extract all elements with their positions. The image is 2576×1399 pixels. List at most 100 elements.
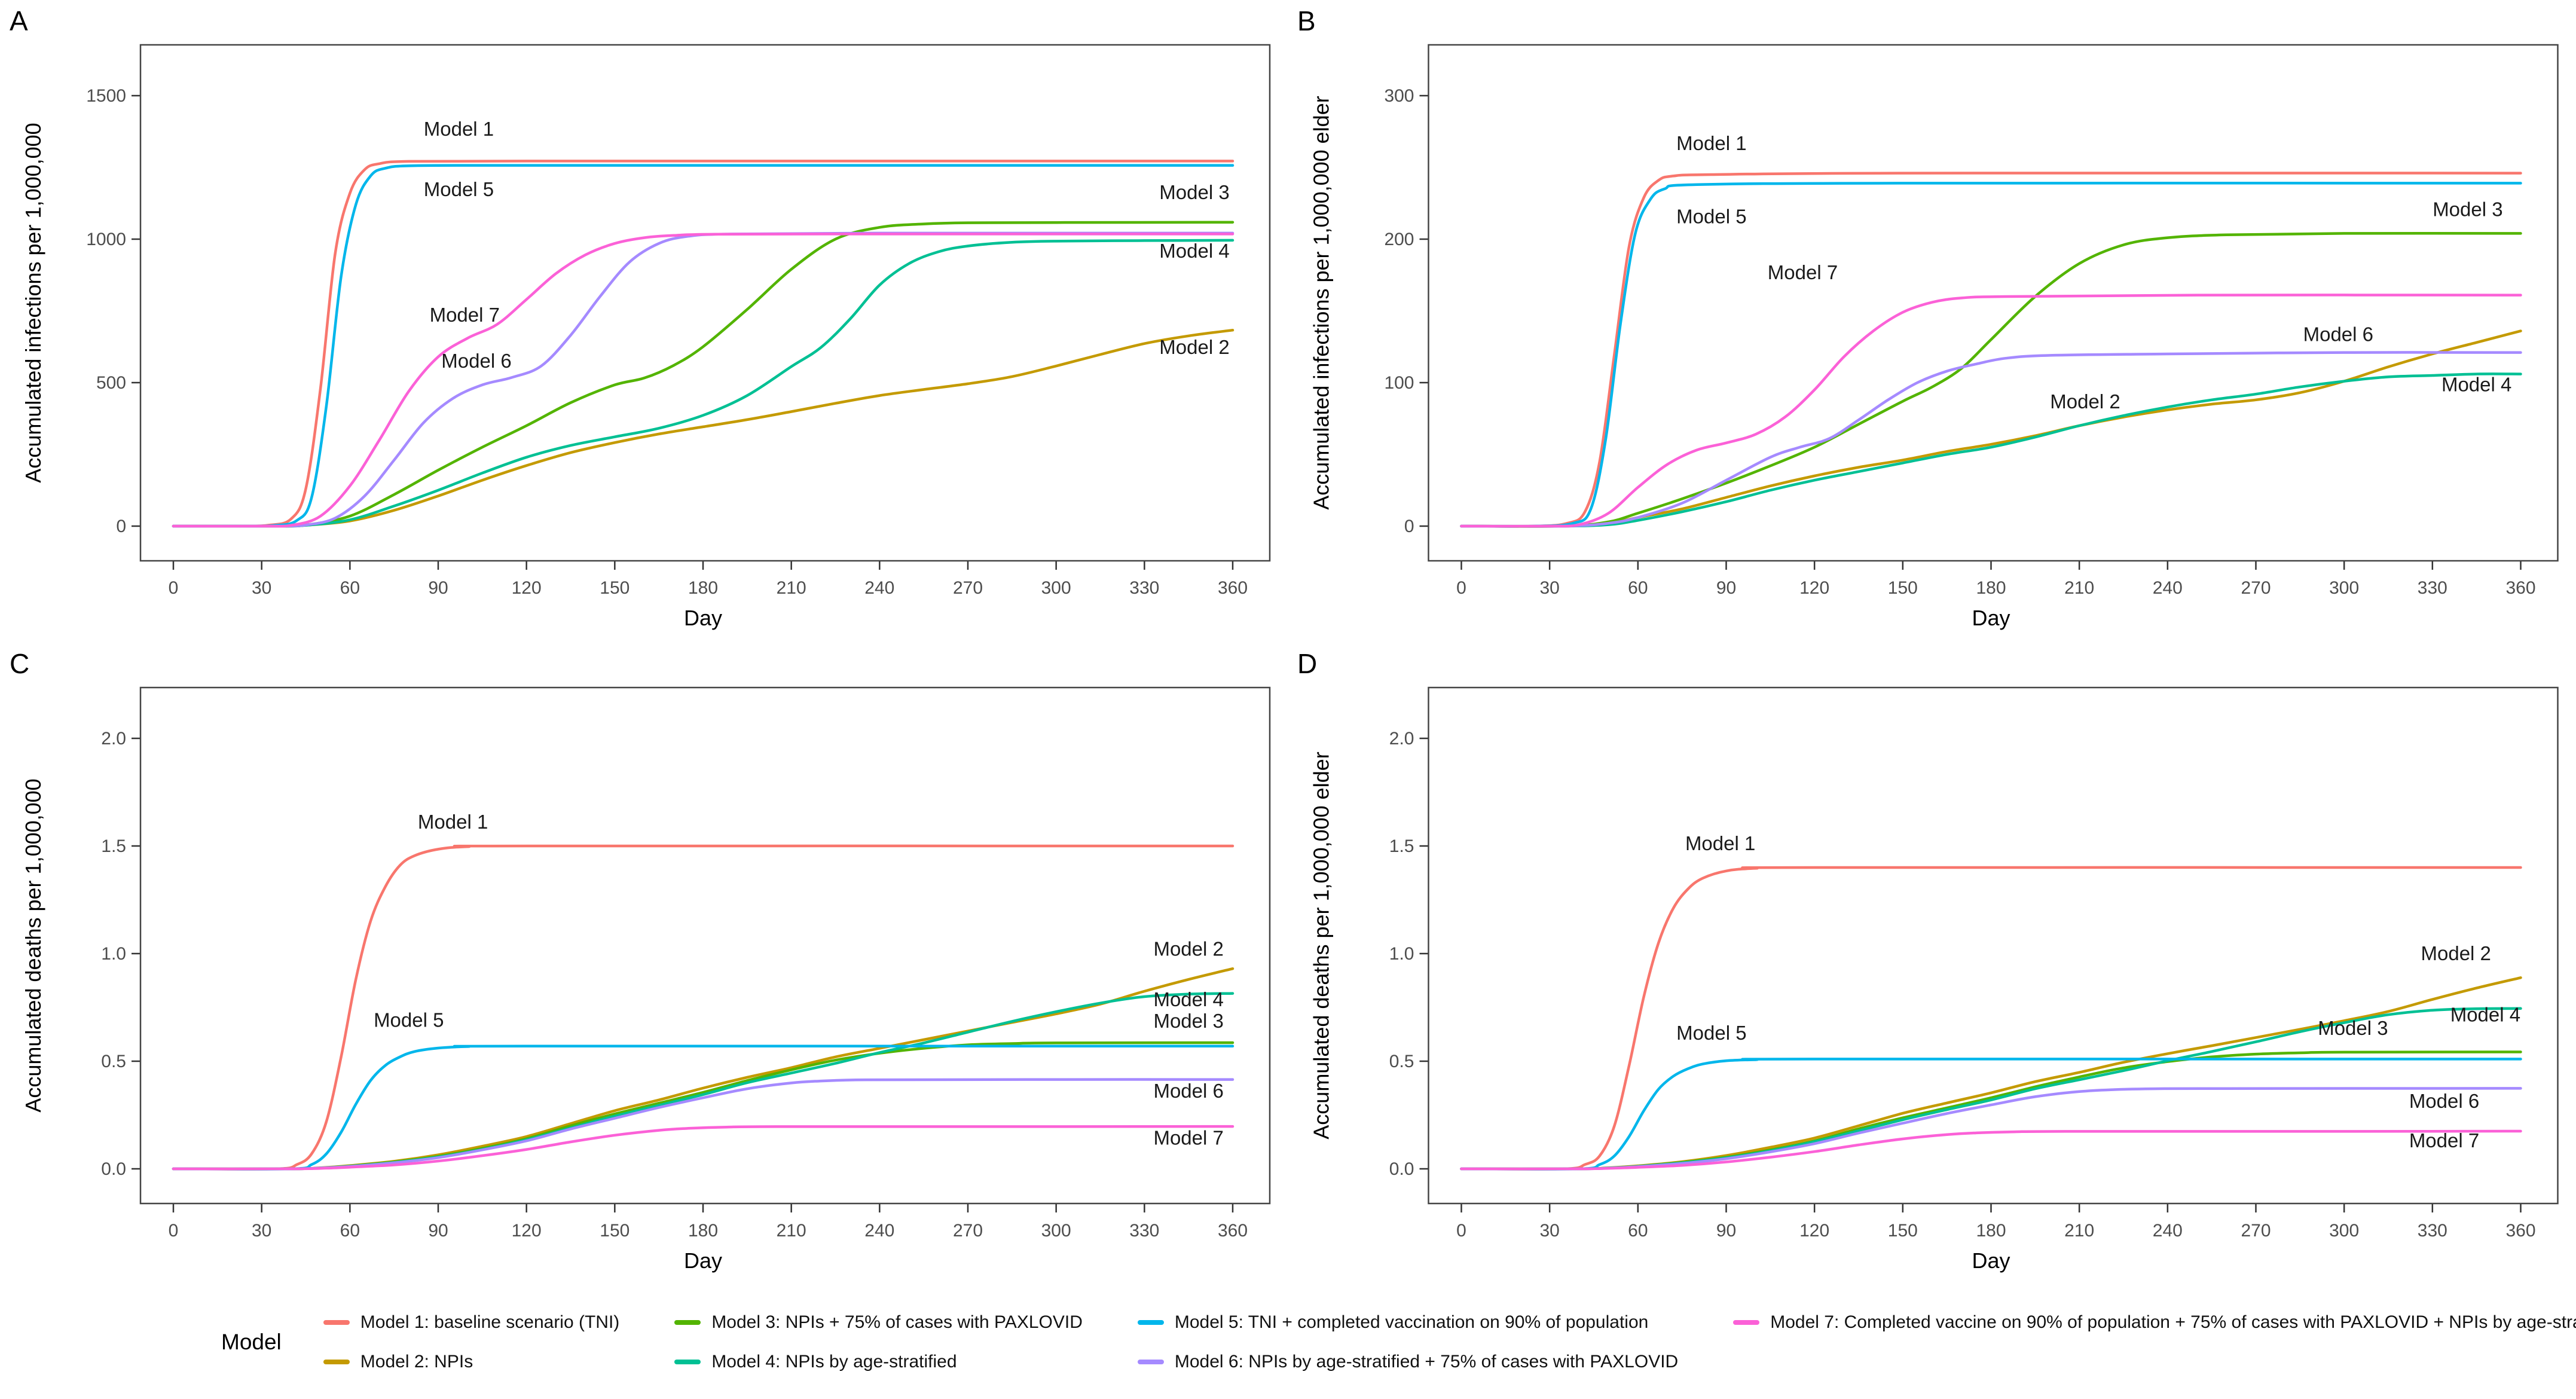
y-tick-label: 0.5 <box>1389 1052 1414 1071</box>
panel-c-letter: C <box>10 648 30 679</box>
x-tick-label: 330 <box>2418 1221 2447 1241</box>
x-tick-label: 210 <box>777 578 806 598</box>
x-tick-label: 60 <box>1628 578 1648 598</box>
x-tick-label: 30 <box>252 1221 271 1241</box>
x-tick-label: 360 <box>2505 1221 2535 1241</box>
y-tick-label: 1000 <box>86 230 126 249</box>
x-tick-label: 120 <box>512 1221 542 1241</box>
x-tick-label: 300 <box>1041 578 1071 598</box>
x-tick-label: 210 <box>777 1221 806 1241</box>
curve-label-model-2: Model 2 <box>2421 942 2491 964</box>
curve-label-model-5: Model 5 <box>1676 1022 1746 1044</box>
series-line-model-7 <box>172 1125 1234 1171</box>
x-tick-label: 180 <box>688 1221 718 1241</box>
curve-label-model-6: Model 6 <box>2409 1090 2479 1112</box>
plot-border <box>139 686 1271 1205</box>
curve-label-model-6: Model 6 <box>1153 1080 1223 1102</box>
panel-b: B 0 30 60 90 120 150 180 210 240 270 300 330 360 0 100… <box>1288 0 2576 643</box>
series-line-model-1 <box>172 160 1234 528</box>
curve-label-model-4: Model 4 <box>1159 240 1229 262</box>
x-axis-title: Day <box>684 606 722 630</box>
curve-label-model-3: Model 3 <box>2318 1017 2388 1039</box>
legend-column: Model 7: Completed vaccine on 90% of pop… <box>1733 1312 2576 1333</box>
x-tick-label: 60 <box>1628 1221 1648 1241</box>
x-tick-label: 30 <box>1539 578 1559 598</box>
y-tick-label: 1500 <box>86 86 126 106</box>
y-tick-label: 0.5 <box>101 1052 126 1071</box>
x-tick-label: 90 <box>428 1221 448 1241</box>
legend-swatch-icon <box>674 1320 701 1325</box>
legend-swatch-icon <box>1733 1320 1760 1325</box>
series-line-model-6 <box>1460 351 2522 528</box>
x-tick-label: 150 <box>600 1221 630 1241</box>
plot-border <box>1428 686 2559 1205</box>
x-tick-label: 360 <box>1218 578 1248 598</box>
legend-label: Model 7: Completed vaccine on 90% of pop… <box>1770 1312 2576 1332</box>
panel-c-chart: 0 30 60 90 120 150 180 210 240 270 300 330 360 0.0 0.5… <box>21 686 1271 1273</box>
legend-item-model-1: Model 1: baseline scenario (TNI) <box>323 1312 619 1333</box>
legend-item-model-3: Model 3: NPIs + 75% of cases with PAXLOV… <box>674 1312 1083 1333</box>
x-tick-label: 240 <box>2153 1221 2183 1241</box>
y-tick-label: 300 <box>1384 86 1414 106</box>
curve-label-model-6: Model 6 <box>441 350 511 372</box>
curve-label-model-7: Model 7 <box>2409 1129 2479 1151</box>
legend-item-model-7: Model 7: Completed vaccine on 90% of pop… <box>1733 1312 2576 1333</box>
legend-label: Model 2: NPIs <box>360 1352 473 1371</box>
series-line-model-5 <box>1460 1058 2522 1171</box>
legend-items: Model 1: baseline scenario (TNI) Model 2:… <box>323 1312 2576 1372</box>
series-line-model-3 <box>1460 231 2522 528</box>
x-tick-label: 210 <box>2064 1221 2094 1241</box>
curve-label-model-1: Model 1 <box>1676 132 1746 154</box>
x-tick-label: 60 <box>340 578 360 598</box>
x-axis-title: Day <box>1972 606 2010 630</box>
curve-label-model-2: Model 2 <box>1159 336 1229 358</box>
x-tick-label: 360 <box>1218 1221 1248 1241</box>
x-tick-label: 0 <box>1456 1221 1466 1241</box>
curve-label-model-7: Model 7 <box>430 304 500 326</box>
series-line-model-3 <box>172 221 1234 528</box>
x-tick-label: 0 <box>169 578 179 598</box>
y-tick-label: 0.0 <box>1389 1159 1414 1179</box>
x-tick-label: 120 <box>512 578 542 598</box>
x-tick-label: 120 <box>1799 578 1829 598</box>
legend-swatch-icon <box>323 1360 350 1364</box>
plot-border <box>1428 44 2559 562</box>
series-line-model-2 <box>1460 976 2522 1171</box>
x-tick-label: 60 <box>340 1221 360 1241</box>
series-line-model-1 <box>172 844 1234 1171</box>
legend-item-model-4: Model 4: NPIs by age-stratified <box>674 1352 1083 1372</box>
y-tick-label: 1.0 <box>1389 944 1414 964</box>
y-axis-title: Accumulated deaths per 1,000,000 <box>21 778 45 1112</box>
series-line-model-7 <box>1460 1129 2522 1171</box>
curve-label-model-5: Model 5 <box>424 178 494 200</box>
curve-label-model-7: Model 7 <box>1153 1127 1223 1149</box>
curve-label-model-1: Model 1 <box>418 811 488 833</box>
x-tick-label: 240 <box>2153 578 2183 598</box>
curve-label-model-3: Model 3 <box>2433 198 2502 221</box>
x-tick-label: 0 <box>169 1221 179 1241</box>
x-tick-label: 330 <box>1129 578 1159 598</box>
x-tick-label: 90 <box>1716 1221 1736 1241</box>
legend-swatch-icon <box>1137 1360 1164 1364</box>
curve-label-model-4: Model 4 <box>2441 373 2511 395</box>
curve-label-model-4: Model 4 <box>2450 1003 2520 1025</box>
series-line-model-2 <box>172 328 1234 528</box>
x-tick-label: 360 <box>2505 578 2535 598</box>
series-line-model-5 <box>172 1044 1234 1171</box>
x-tick-label: 240 <box>864 578 894 598</box>
y-axis-title: Accumulated infections per 1,000,000 eld… <box>1309 96 1334 509</box>
panel-d: D 0 30 60 90 120 150 180 210 240 270 300 330 360 0.0 0… <box>1288 643 2576 1285</box>
panel-d-chart: 0 30 60 90 120 150 180 210 240 270 300 330 360 0.0 0.5… <box>1309 686 2559 1273</box>
panel-a: A 0 30 60 90 120 150 180 210 240 270 300 330 360 0 500… <box>0 0 1288 643</box>
legend-item-model-5: Model 5: TNI + completed vaccination on … <box>1137 1312 1678 1333</box>
x-tick-label: 0 <box>1456 578 1466 598</box>
y-tick-label: 100 <box>1384 373 1414 393</box>
panel-b-letter: B <box>1297 5 1316 36</box>
x-tick-label: 150 <box>1888 578 1918 598</box>
x-tick-label: 300 <box>2329 1221 2359 1241</box>
y-tick-label: 0.0 <box>101 1159 126 1179</box>
x-tick-label: 90 <box>1716 578 1736 598</box>
x-tick-label: 300 <box>1041 1221 1071 1241</box>
panel-d-letter: D <box>1297 648 1318 679</box>
panel-b-chart: 0 30 60 90 120 150 180 210 240 270 300 330 360 0 100 20… <box>1309 44 2559 630</box>
